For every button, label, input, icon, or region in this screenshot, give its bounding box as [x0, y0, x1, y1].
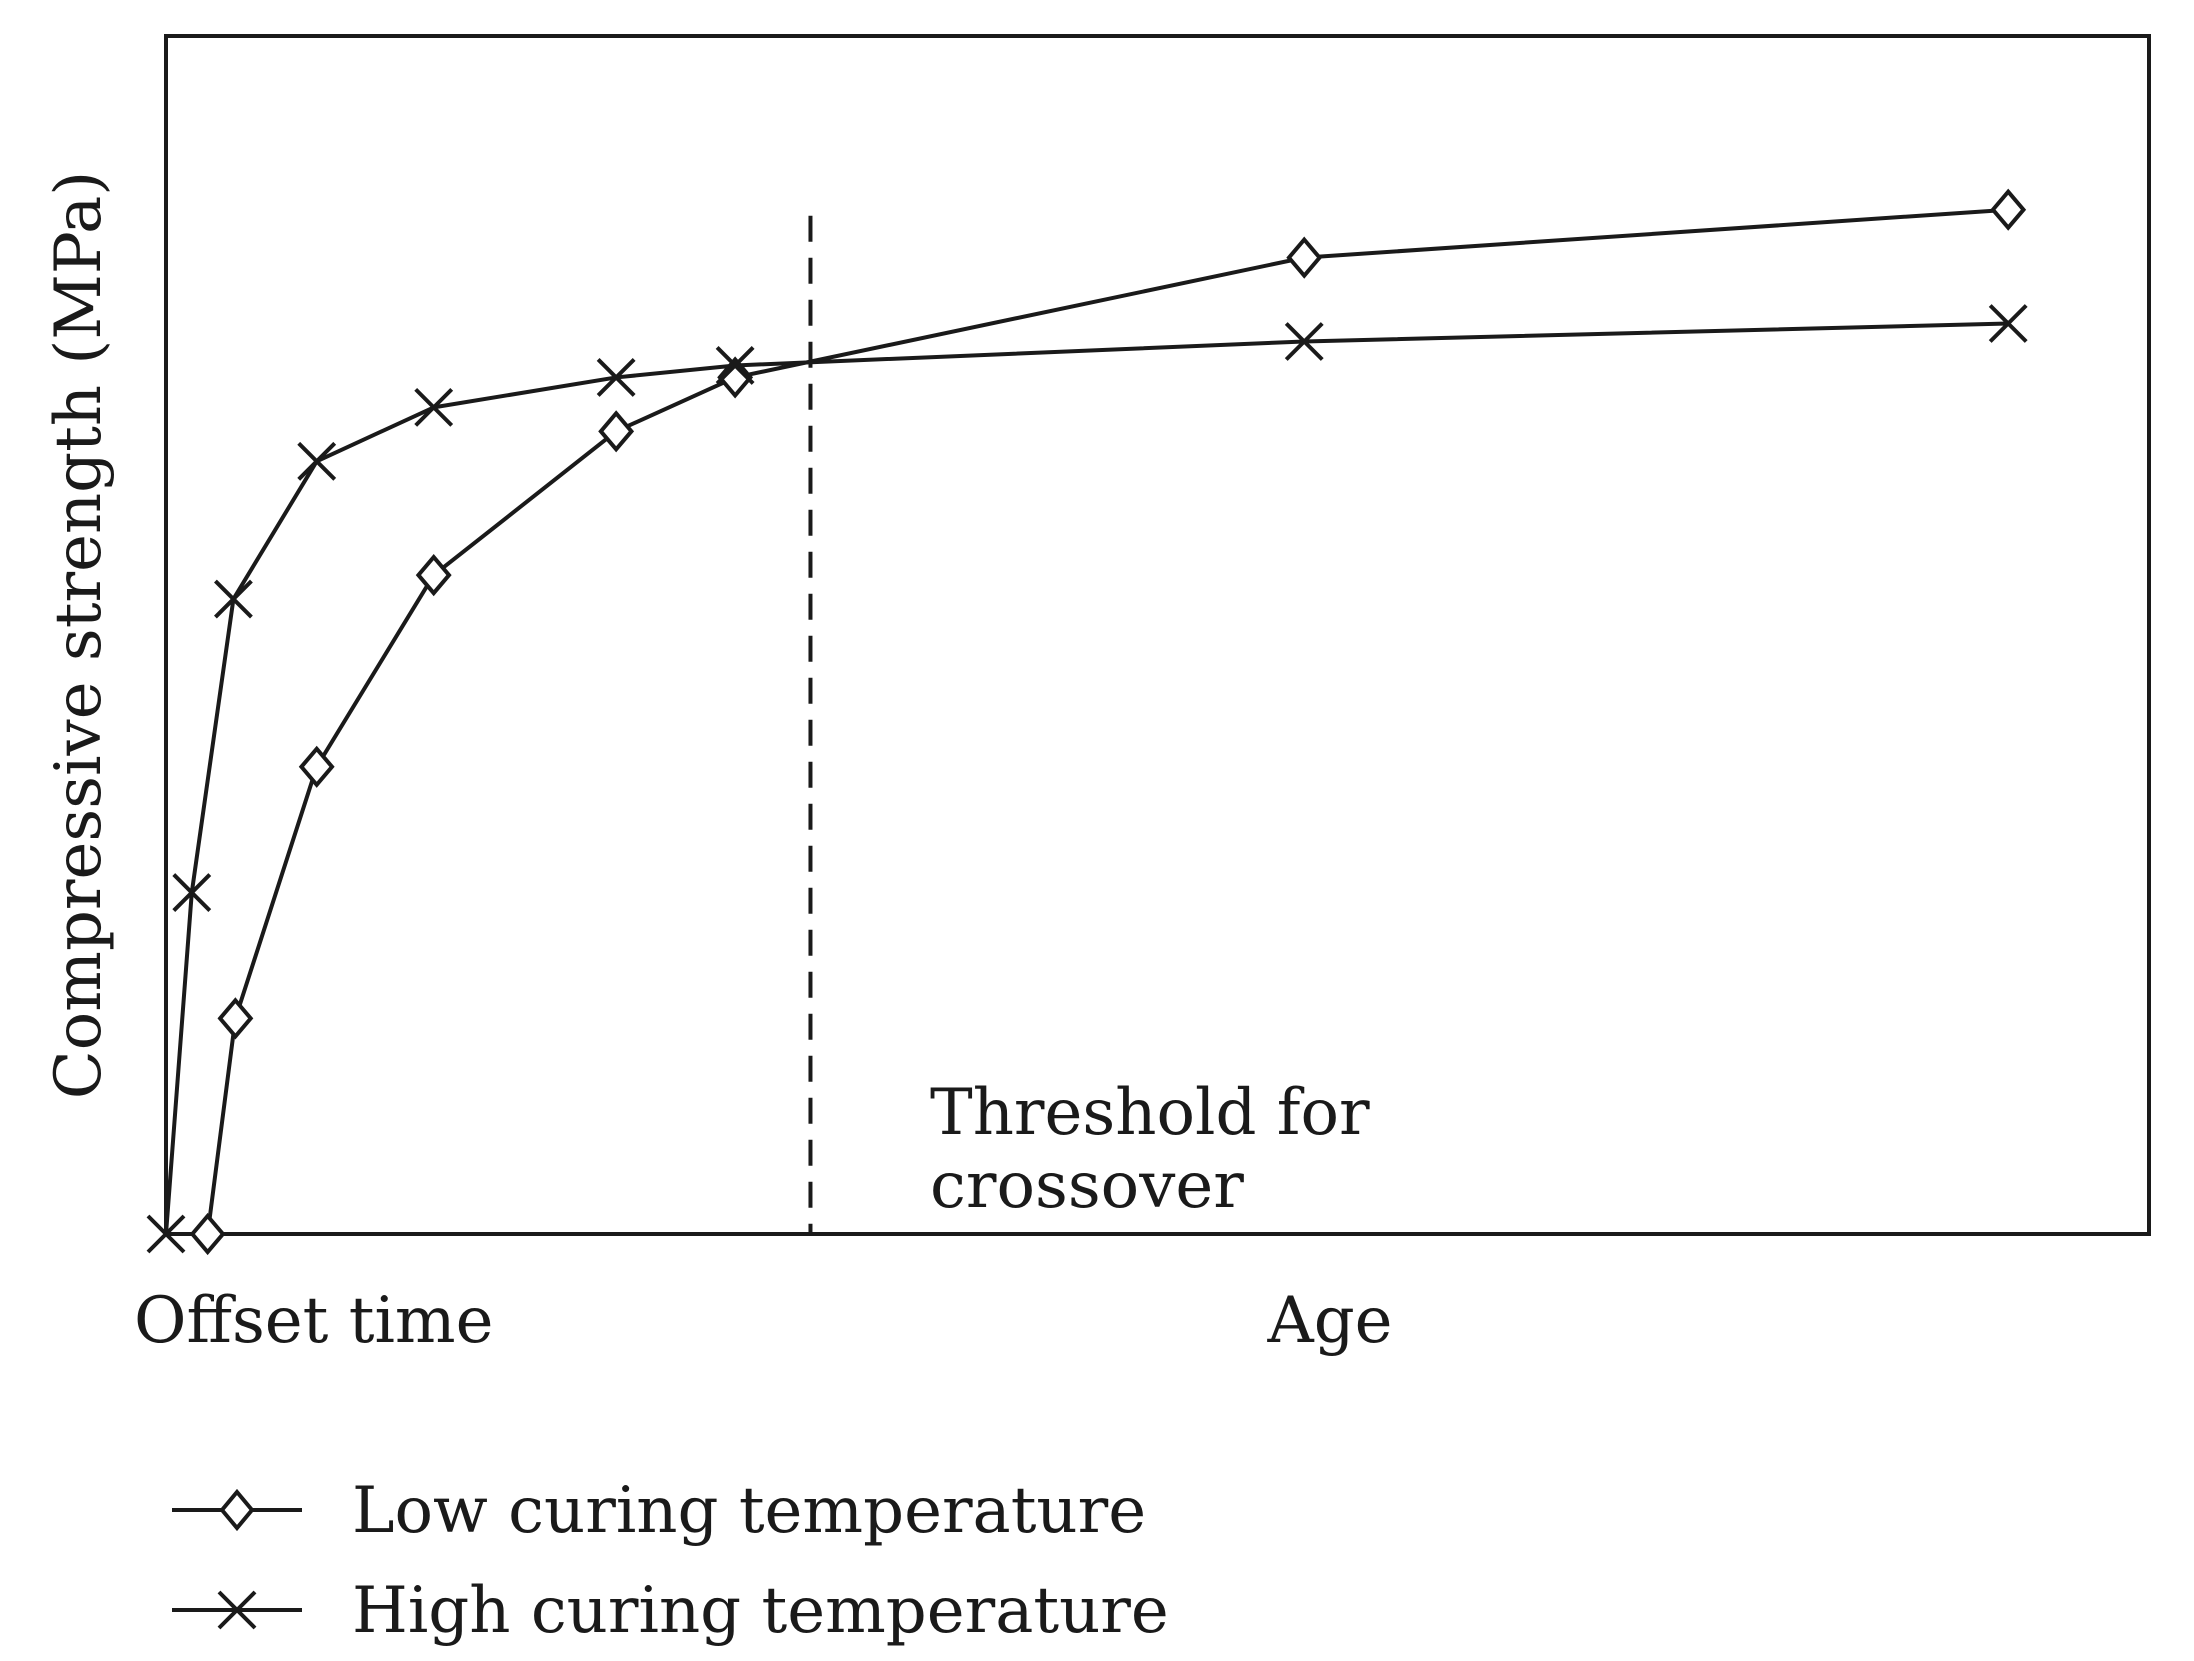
diamond-marker-0	[189, 1212, 226, 1256]
x-marker-7	[1284, 322, 1324, 361]
diamond-marker-1	[217, 997, 254, 1040]
x-tick-label-offset-time: Offset time	[134, 1284, 493, 1358]
diamond-marker-4	[598, 410, 635, 453]
x-marker-8	[1988, 304, 2028, 343]
series-line-low	[205, 207, 2009, 1235]
diamond-marker-6	[1286, 236, 1323, 279]
legend-label-high: High curing temperature	[352, 1574, 1169, 1648]
x-marker-0	[146, 1214, 186, 1254]
legend: Low curing temperature High curing tempe…	[172, 1474, 1169, 1648]
x-tick-label-age: Age	[1266, 1284, 1392, 1358]
x-marker-2	[214, 579, 253, 619]
series-low-curing-temperature	[189, 188, 2027, 1256]
x-marker-3	[297, 441, 337, 481]
legend-x-marker	[217, 1590, 257, 1630]
x-marker-6	[715, 346, 755, 385]
threshold-label-line1: Threshold for	[930, 1076, 1370, 1150]
x-marker-5	[596, 358, 636, 397]
diamond-marker-5	[717, 356, 754, 399]
legend-label-low: Low curing temperature	[352, 1474, 1146, 1548]
diamond-marker-2	[298, 745, 335, 788]
y-axis-title: Compressive strength (MPa)	[42, 171, 116, 1099]
legend-diamond-marker	[219, 1488, 255, 1532]
series-high-curing-temperature	[146, 304, 2028, 1254]
threshold-label-line2: crossover	[930, 1149, 1244, 1223]
diamond-marker-7	[1990, 188, 2027, 231]
plot-frame	[164, 34, 2151, 1236]
x-marker-1	[172, 873, 212, 912]
x-marker-4	[414, 387, 454, 427]
diamond-marker-3	[415, 554, 452, 597]
